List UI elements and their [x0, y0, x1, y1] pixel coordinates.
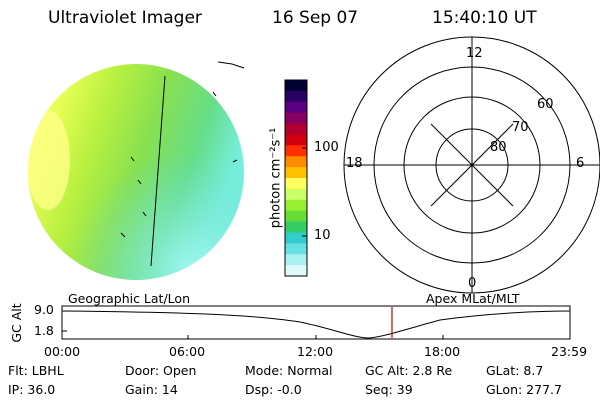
colorbar-stripe	[285, 199, 307, 212]
mlt-label-12: 12	[466, 46, 483, 61]
colorbar-label-100: 100	[314, 140, 339, 155]
info-dsp: Dsp: -0.0	[245, 382, 302, 397]
colorbar-stripe	[285, 210, 307, 223]
colorbar-stripe	[285, 188, 307, 201]
colorbar-stripe	[285, 243, 307, 255]
xtick-0000: 00:00	[44, 344, 81, 359]
mlat-label-60: 60	[537, 97, 554, 112]
xtick-0600: 06:00	[169, 344, 206, 359]
colorbar-stripe	[285, 134, 307, 146]
xtick-1200: 12:00	[297, 344, 334, 359]
colorbar-label-10: 10	[314, 228, 331, 243]
orbit-ytick-9: 9.0	[34, 302, 54, 317]
colorbar-stripe	[285, 112, 307, 125]
mlt-label-6: 6	[576, 156, 585, 171]
instrument-title: Ultraviolet Imager	[48, 8, 202, 28]
terminator-line	[150, 75, 166, 267]
xtick-1800: 18:00	[424, 344, 461, 359]
date-label: 16 Sep 07	[272, 8, 359, 28]
info-flt: Flt: LBHL	[8, 363, 64, 378]
mlat-label-80: 80	[490, 140, 507, 155]
info-door: Door: Open	[125, 363, 197, 378]
uv-image-disc	[28, 61, 245, 280]
mlat-label-70: 70	[512, 120, 529, 135]
colorbar-stripe	[285, 254, 307, 266]
colorbar-stripe	[285, 156, 307, 168]
polar-grid	[343, 36, 600, 294]
colorbar-stripe	[285, 145, 307, 157]
colorbar-stripe	[285, 232, 307, 244]
colorbar-unit-label: photon cm⁻²s⁻¹	[268, 127, 284, 229]
orbit-ytick-1-8: 1.8	[34, 323, 54, 338]
colorbar-stripe	[285, 167, 307, 179]
apex-title: Apex MLat/MLT	[426, 291, 520, 306]
mlt-label-18: 18	[346, 156, 363, 171]
info-ip: IP: 36.0	[8, 382, 56, 397]
info-glon: GLon: 277.7	[486, 382, 562, 397]
altitude-curve	[61, 310, 571, 339]
colorbar-stripe	[285, 90, 307, 103]
colorbar	[284, 79, 308, 277]
colorbar-stripe	[285, 178, 307, 190]
colorbar-stripe	[285, 80, 307, 92]
colorbar-stripe	[285, 101, 307, 114]
time-label: 15:40:10 UT	[432, 8, 537, 28]
info-seq: Seq: 39	[365, 382, 413, 397]
info-mode: Mode: Normal	[245, 363, 333, 378]
orbit-panel	[61, 305, 571, 340]
xtick-2359: 23:59	[551, 344, 588, 359]
colorbar-stripe	[285, 123, 307, 135]
info-gain: Gain: 14	[125, 382, 178, 397]
colorbar-stripe	[285, 265, 307, 277]
colorbar-stripe	[285, 221, 307, 233]
orbit-ylabel: GC Alt	[8, 303, 24, 343]
mlt-label-0: 0	[468, 276, 477, 291]
info-glat: GLat: 8.7	[486, 363, 544, 378]
info-gc-alt: GC Alt: 2.8 Re	[365, 363, 453, 378]
geographic-title: Geographic Lat/Lon	[68, 291, 190, 306]
